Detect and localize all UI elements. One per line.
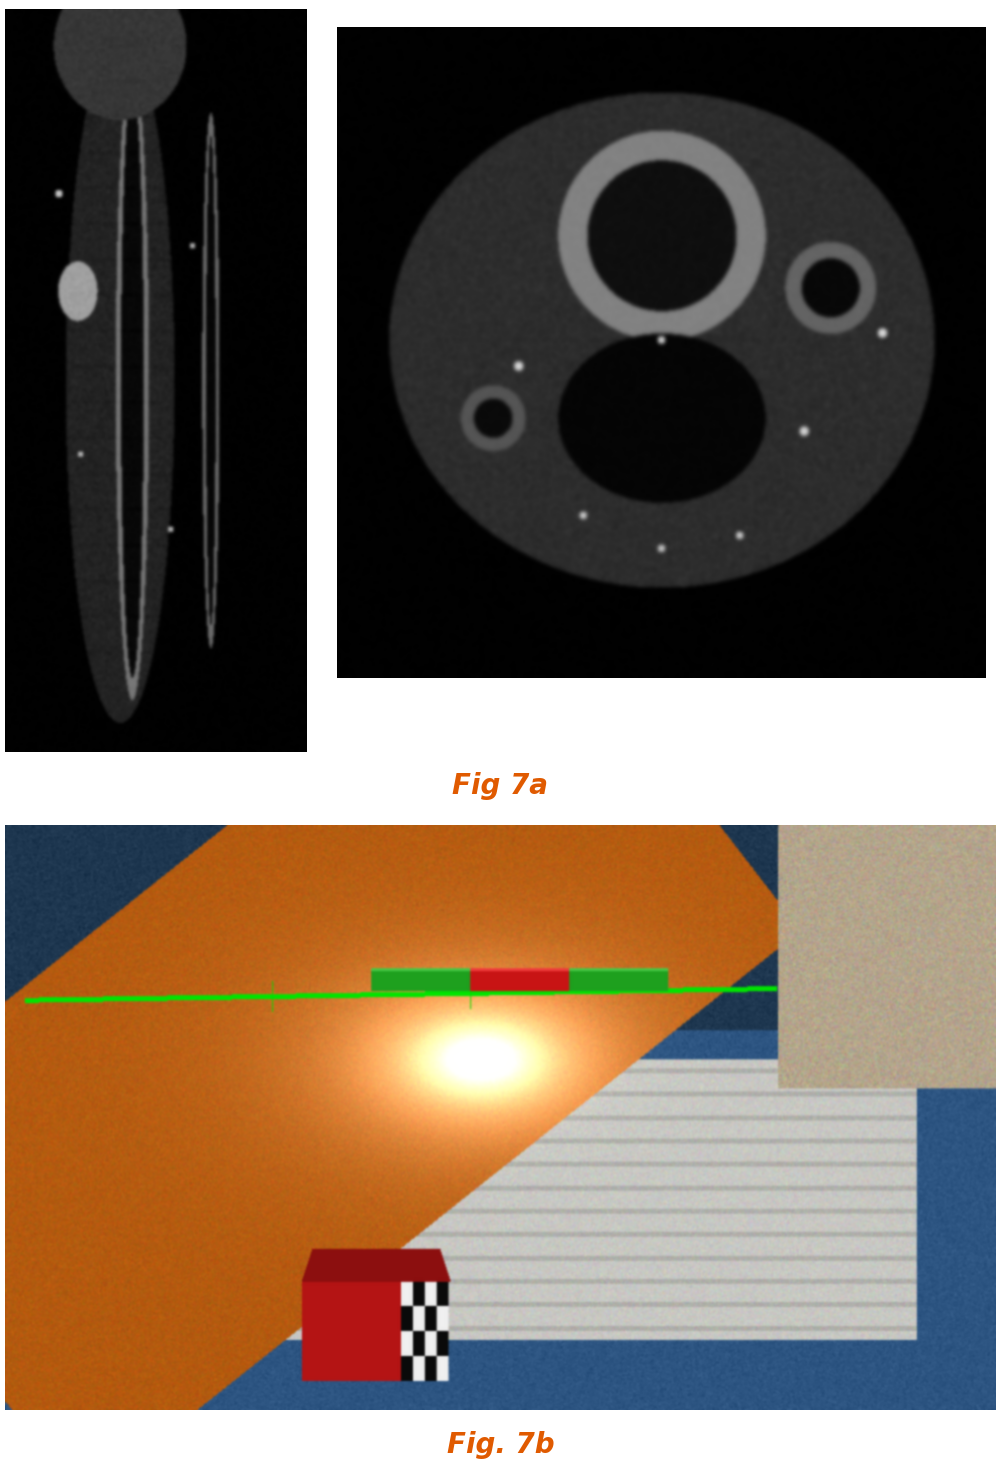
Text: Fig 7a: Fig 7a — [452, 773, 549, 800]
Text: Fig. 7b: Fig. 7b — [446, 1432, 555, 1459]
